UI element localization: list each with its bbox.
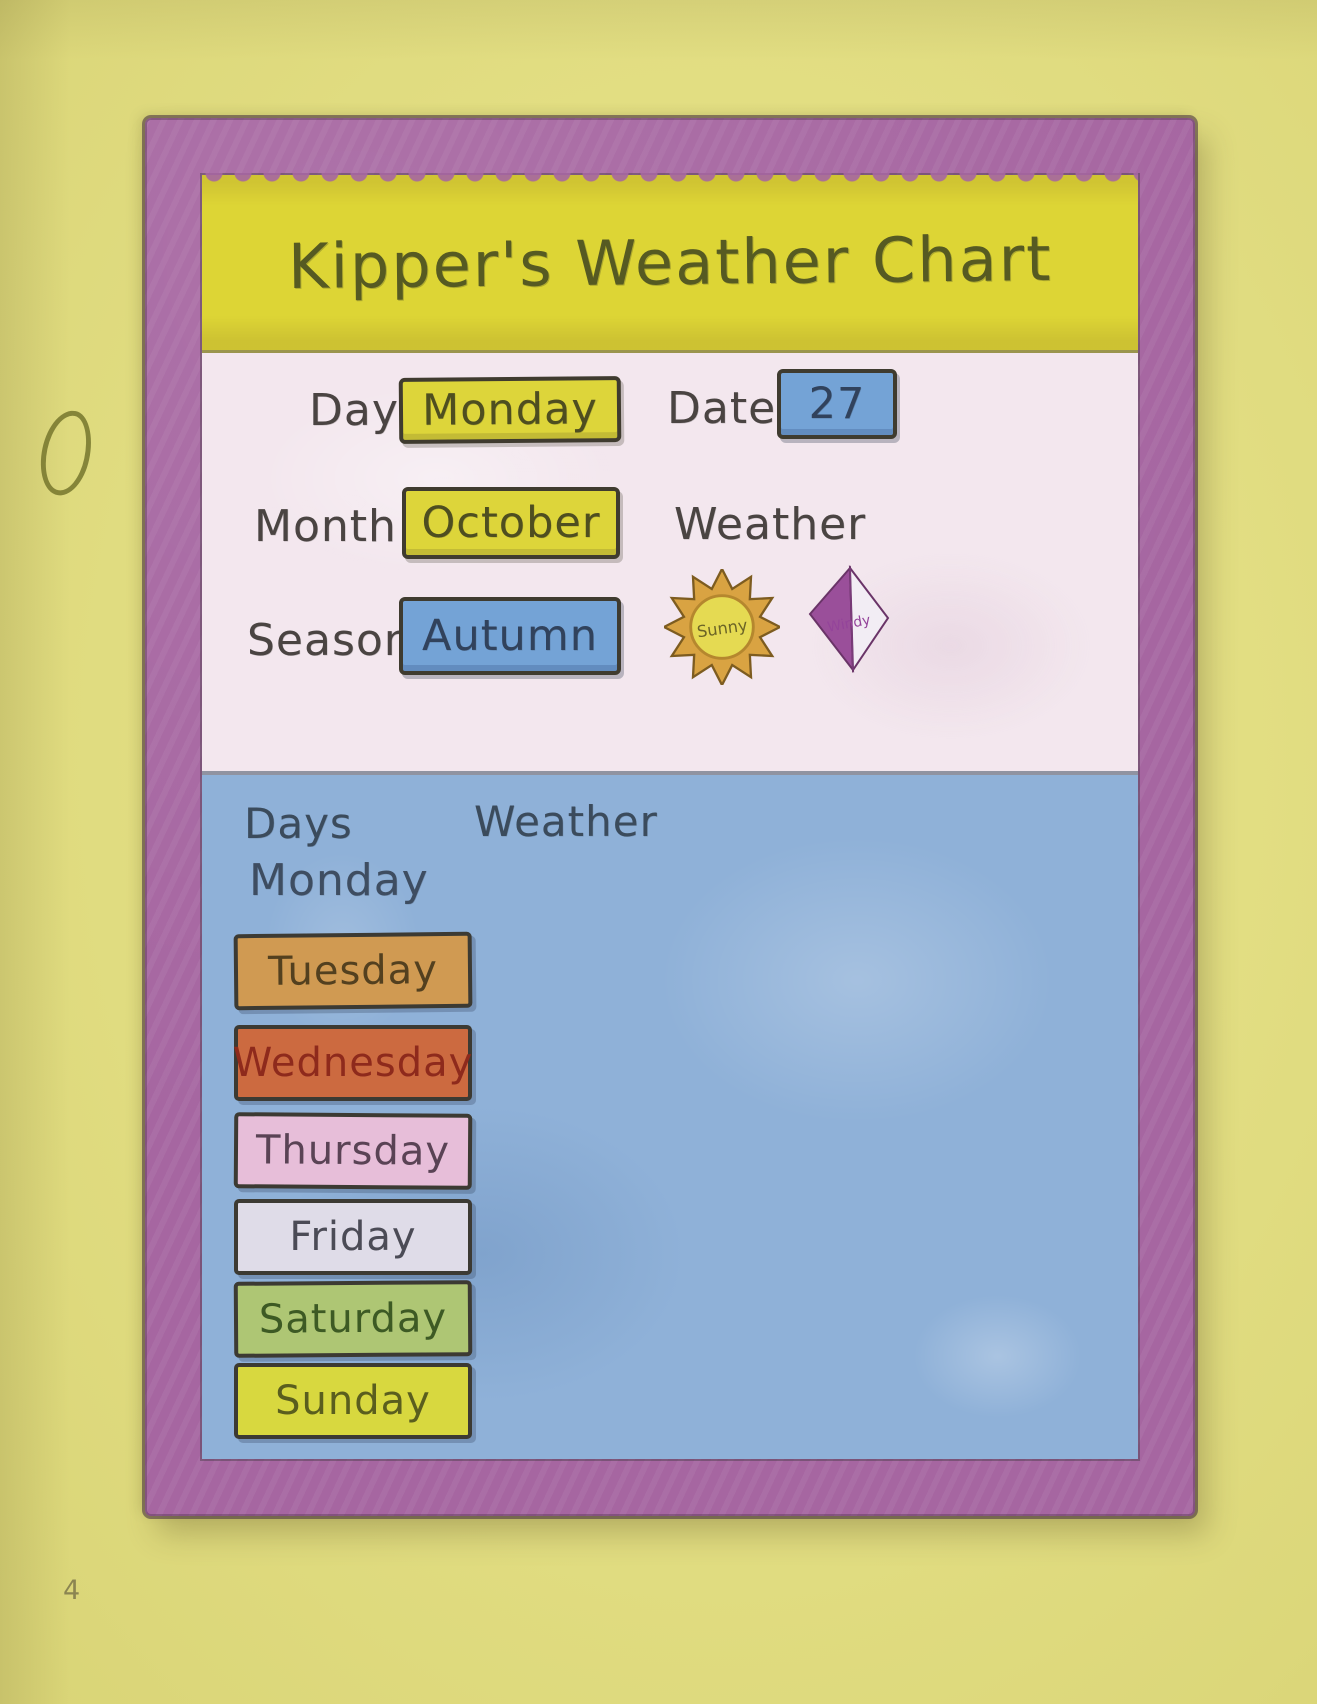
sun-icon: Sunny <box>664 569 780 685</box>
day-value: Monday <box>421 384 599 436</box>
season-value: Autumn <box>422 611 598 661</box>
season-label: Season <box>247 615 413 666</box>
days-column-header: Days <box>244 799 353 848</box>
chart-title: Kipper's Weather Chart <box>287 221 1053 304</box>
kite-icon: Windy <box>808 564 890 674</box>
weather-chart-frame: Kipper's Weather Chart Day Monday Date 2… <box>145 118 1195 1516</box>
info-panel: Day Monday Date 27 Month October Weather… <box>202 353 1138 775</box>
weather-label: Weather <box>674 499 867 550</box>
day-row-monday: Monday <box>249 855 429 906</box>
day-label: Day <box>309 385 399 436</box>
date-value-card: 27 <box>777 369 897 439</box>
weather-column-header: Weather <box>474 797 658 846</box>
date-label: Date <box>667 383 777 434</box>
day-row-thursday: Thursday <box>233 1112 473 1190</box>
handwritten-zero-mark <box>33 405 99 501</box>
weather-chart: Kipper's Weather Chart Day Monday Date 2… <box>202 173 1138 1459</box>
page-number: 4 <box>63 1575 81 1606</box>
day-value-card: Monday <box>398 376 622 444</box>
month-label: Month <box>254 501 397 552</box>
day-row-tuesday: Tuesday <box>233 931 473 1011</box>
windy-icon-label: Windy <box>826 612 872 635</box>
day-row-sunday: Sunday <box>234 1363 472 1439</box>
log-panel: Days Weather Monday Tuesday Wednesday Th… <box>202 775 1138 1459</box>
season-value-card: Autumn <box>399 597 621 675</box>
day-row-saturday: Saturday <box>233 1280 473 1358</box>
chart-title-band: Kipper's Weather Chart <box>202 175 1138 353</box>
day-row-friday: Friday <box>234 1199 472 1275</box>
day-row-wednesday: Wednesday <box>233 1025 472 1101</box>
month-value: October <box>421 498 601 548</box>
month-value-card: October <box>402 487 620 559</box>
date-value: 27 <box>808 379 866 429</box>
